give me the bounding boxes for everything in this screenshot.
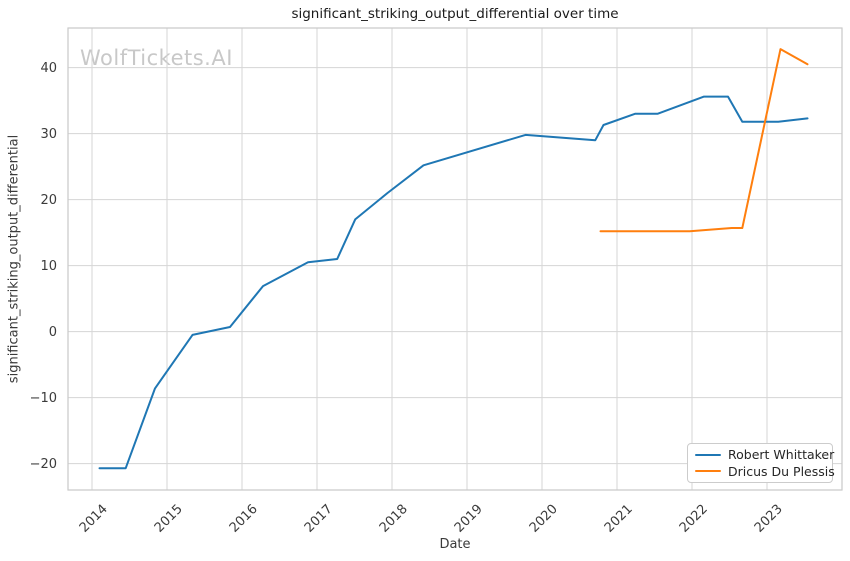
y-tick-label: 0 xyxy=(49,325,57,340)
x-tick-label: 2017 xyxy=(302,502,336,536)
legend-box: Robert Whittaker Dricus Du Plessis xyxy=(687,443,835,483)
plot-spine xyxy=(67,27,843,491)
legend-label: Robert Whittaker xyxy=(728,447,835,463)
y-axis-label: significant_striking_output_differential xyxy=(6,134,22,384)
legend-line-swatch-blue xyxy=(695,453,721,457)
x-tick-label: 2018 xyxy=(377,502,411,536)
legend-item-dricus-du-plessis: Dricus Du Plessis xyxy=(695,464,835,479)
y-tick-label: 10 xyxy=(40,259,57,274)
x-axis-label: Date xyxy=(439,537,471,552)
x-tick-label: 2016 xyxy=(227,502,261,536)
x-tick-label: 2019 xyxy=(452,502,486,536)
y-tick-label: 30 xyxy=(40,127,57,142)
chart-title: significant_striking_output_differential… xyxy=(291,6,619,22)
y-tick-label: −10 xyxy=(30,391,57,406)
legend-line-swatch-orange xyxy=(695,469,721,473)
x-tick-label: 2020 xyxy=(527,502,561,536)
x-tick-label: 2014 xyxy=(77,502,111,536)
y-tick-label: 20 xyxy=(40,193,57,208)
series-line-dricus-du-plessis xyxy=(599,48,809,233)
series-line-robert-whittaker xyxy=(98,95,809,470)
legend-label: Dricus Du Plessis xyxy=(728,463,835,479)
legend-item-robert-whittaker: Robert Whittaker xyxy=(695,447,834,462)
watermark-text: WolfTickets.AI xyxy=(80,46,233,70)
x-tick-label: 2023 xyxy=(752,502,786,536)
y-tick-label: −20 xyxy=(30,457,57,472)
x-tick-label: 2021 xyxy=(602,502,636,536)
x-tick-label: 2022 xyxy=(677,502,711,536)
x-tick-label: 2015 xyxy=(152,502,186,536)
y-tick-label: 40 xyxy=(40,61,57,76)
